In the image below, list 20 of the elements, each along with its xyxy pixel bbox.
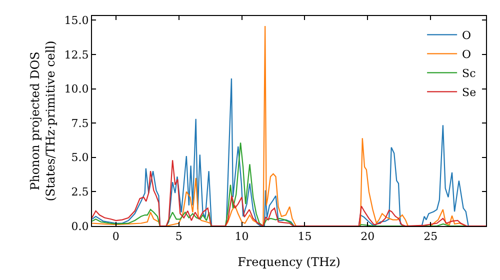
x-axis-title: Frequency (THz) xyxy=(238,255,340,270)
legend-label: Sc xyxy=(462,66,476,80)
x-tick-label: 20 xyxy=(360,230,375,244)
line-series xyxy=(92,160,486,226)
legend-label: Se xyxy=(462,86,476,99)
x-tick-label: 5 xyxy=(175,230,182,244)
legend-label: O xyxy=(462,48,472,61)
y-tick-label: 15.0 xyxy=(64,14,89,27)
x-tick-label: 15 xyxy=(298,230,312,244)
y-tick-label: 7.5 xyxy=(71,116,89,130)
y-tick-label: 0.0 xyxy=(71,220,89,233)
x-tick-label: 0 xyxy=(112,230,120,244)
x-tick-label: 10 xyxy=(234,230,249,244)
y-tick-label: 10.0 xyxy=(64,82,89,96)
y-tick-label: 5.0 xyxy=(71,151,89,164)
y-tick-label: 12.5 xyxy=(64,48,89,62)
y-axis-title: Phonon projected DOS (States/THz·primitive cell) xyxy=(28,40,58,202)
y-tick-label: 2.5 xyxy=(71,186,89,199)
legend-label: O xyxy=(462,28,472,42)
x-tick-label: 25 xyxy=(424,230,438,244)
